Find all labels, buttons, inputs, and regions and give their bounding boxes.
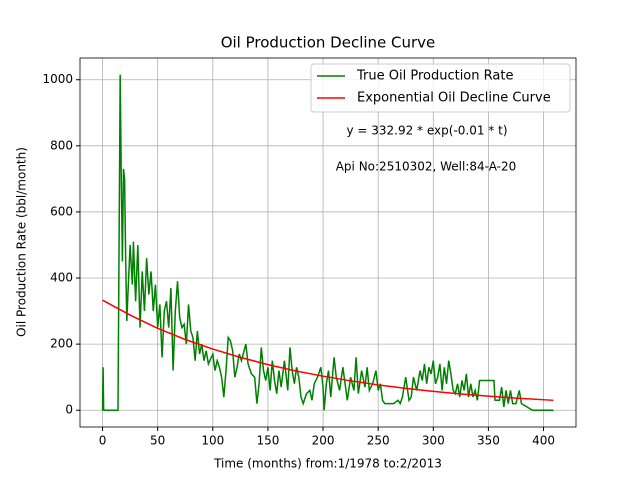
x-axis-label: Time (months) from:1/1978 to:2/2013 [213, 457, 442, 471]
x-tick-label: 0 [99, 434, 107, 448]
y-tick-label: 400 [50, 271, 73, 285]
y-tick-label: 0 [65, 403, 73, 417]
legend-label: True Oil Production Rate [356, 69, 513, 84]
y-tick-label: 1000 [42, 72, 73, 86]
x-tick-label: 200 [312, 434, 335, 448]
x-tick-label: 250 [367, 434, 390, 448]
x-tick-label: 100 [201, 434, 224, 448]
x-tick-label: 350 [477, 434, 500, 448]
y-tick-label: 600 [50, 204, 73, 218]
y-tick-label: 200 [50, 337, 73, 351]
y-axis-label: Oil Production Rate (bbl/month) [15, 147, 29, 337]
plot-frame [79, 57, 577, 428]
chart-title: Oil Production Decline Curve [221, 34, 436, 52]
x-tick-label: 400 [532, 434, 555, 448]
legend-label: Exponential Oil Decline Curve [357, 91, 551, 106]
y-tick-label: 800 [50, 138, 73, 152]
series-line [101, 74, 554, 411]
x-tick-label: 50 [150, 434, 165, 448]
annotation: y = 332.92 * exp(-0.01 * t) [346, 124, 507, 138]
legend-box [310, 63, 571, 113]
x-tick-label: 150 [256, 434, 279, 448]
annotation: Api No:2510302, Well:84-A-20 [336, 160, 517, 174]
x-tick-label: 300 [422, 434, 445, 448]
series-line [102, 299, 554, 402]
